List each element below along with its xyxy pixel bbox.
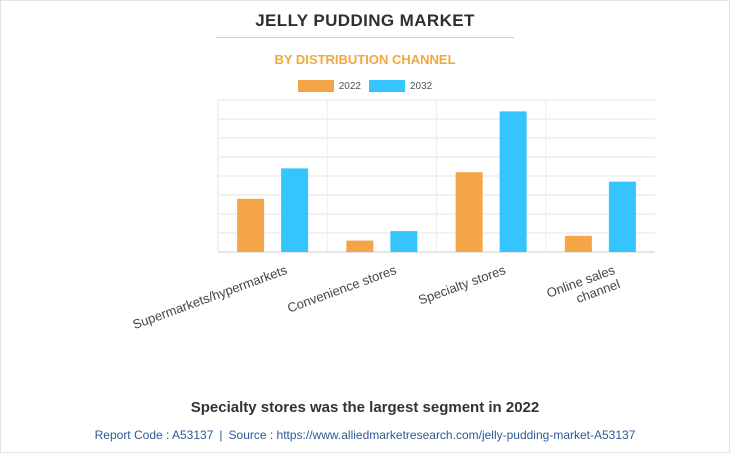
footer-separator: |	[219, 428, 223, 442]
legend-swatch-2032	[369, 80, 405, 92]
bar-specialty-stores-2022[interactable]	[455, 172, 483, 252]
footer-heading: Specialty stores was the largest segment…	[190, 399, 540, 416]
chart-title: JELLY PUDDING MARKET	[255, 11, 475, 30]
x-tick-label-line: Convenience stores	[285, 262, 399, 316]
source-link[interactable]: Source : https://www.alliedmarketresearc…	[228, 428, 636, 442]
x-tick-label-line: Specialty stores	[416, 262, 508, 308]
x-tick-label-line: Supermarkets/hypermarkets	[131, 262, 290, 332]
bar-convenience-stores-2022[interactable]	[346, 240, 374, 252]
bar-online-sales-channel-2032[interactable]	[608, 181, 636, 252]
legend-swatch-2022	[297, 80, 334, 92]
x-tick-label-convenience-stores: Convenience stores	[285, 262, 399, 316]
bar-supermarkets-hypermarkets-2032[interactable]	[281, 168, 309, 252]
bar-online-sales-channel-2022[interactable]	[564, 235, 592, 252]
legend-label-2022: 2022	[338, 80, 361, 92]
legend-item-2022[interactable]: 2022	[297, 80, 361, 92]
x-tick-label-supermarkets-hypermarkets: Supermarkets/hypermarkets	[131, 262, 290, 332]
footer-source: Report Code : A53137 | Source : https://ww…	[0, 428, 730, 442]
chart-subtitle: BY DISTRIBUTION CHANNEL	[274, 52, 456, 67]
legend-label-2032: 2032	[410, 80, 433, 92]
bar-specialty-stores-2032[interactable]	[499, 111, 527, 253]
report-code: Report Code : A53137	[94, 428, 214, 442]
title-divider	[216, 37, 514, 38]
bar-convenience-stores-2032[interactable]	[390, 231, 418, 252]
bar-supermarkets-hypermarkets-2022[interactable]	[237, 198, 265, 252]
legend: 2022 2032	[0, 80, 730, 92]
x-tick-label-specialty-stores: Specialty stores	[416, 262, 508, 308]
legend-item-2032[interactable]: 2032	[369, 80, 432, 92]
